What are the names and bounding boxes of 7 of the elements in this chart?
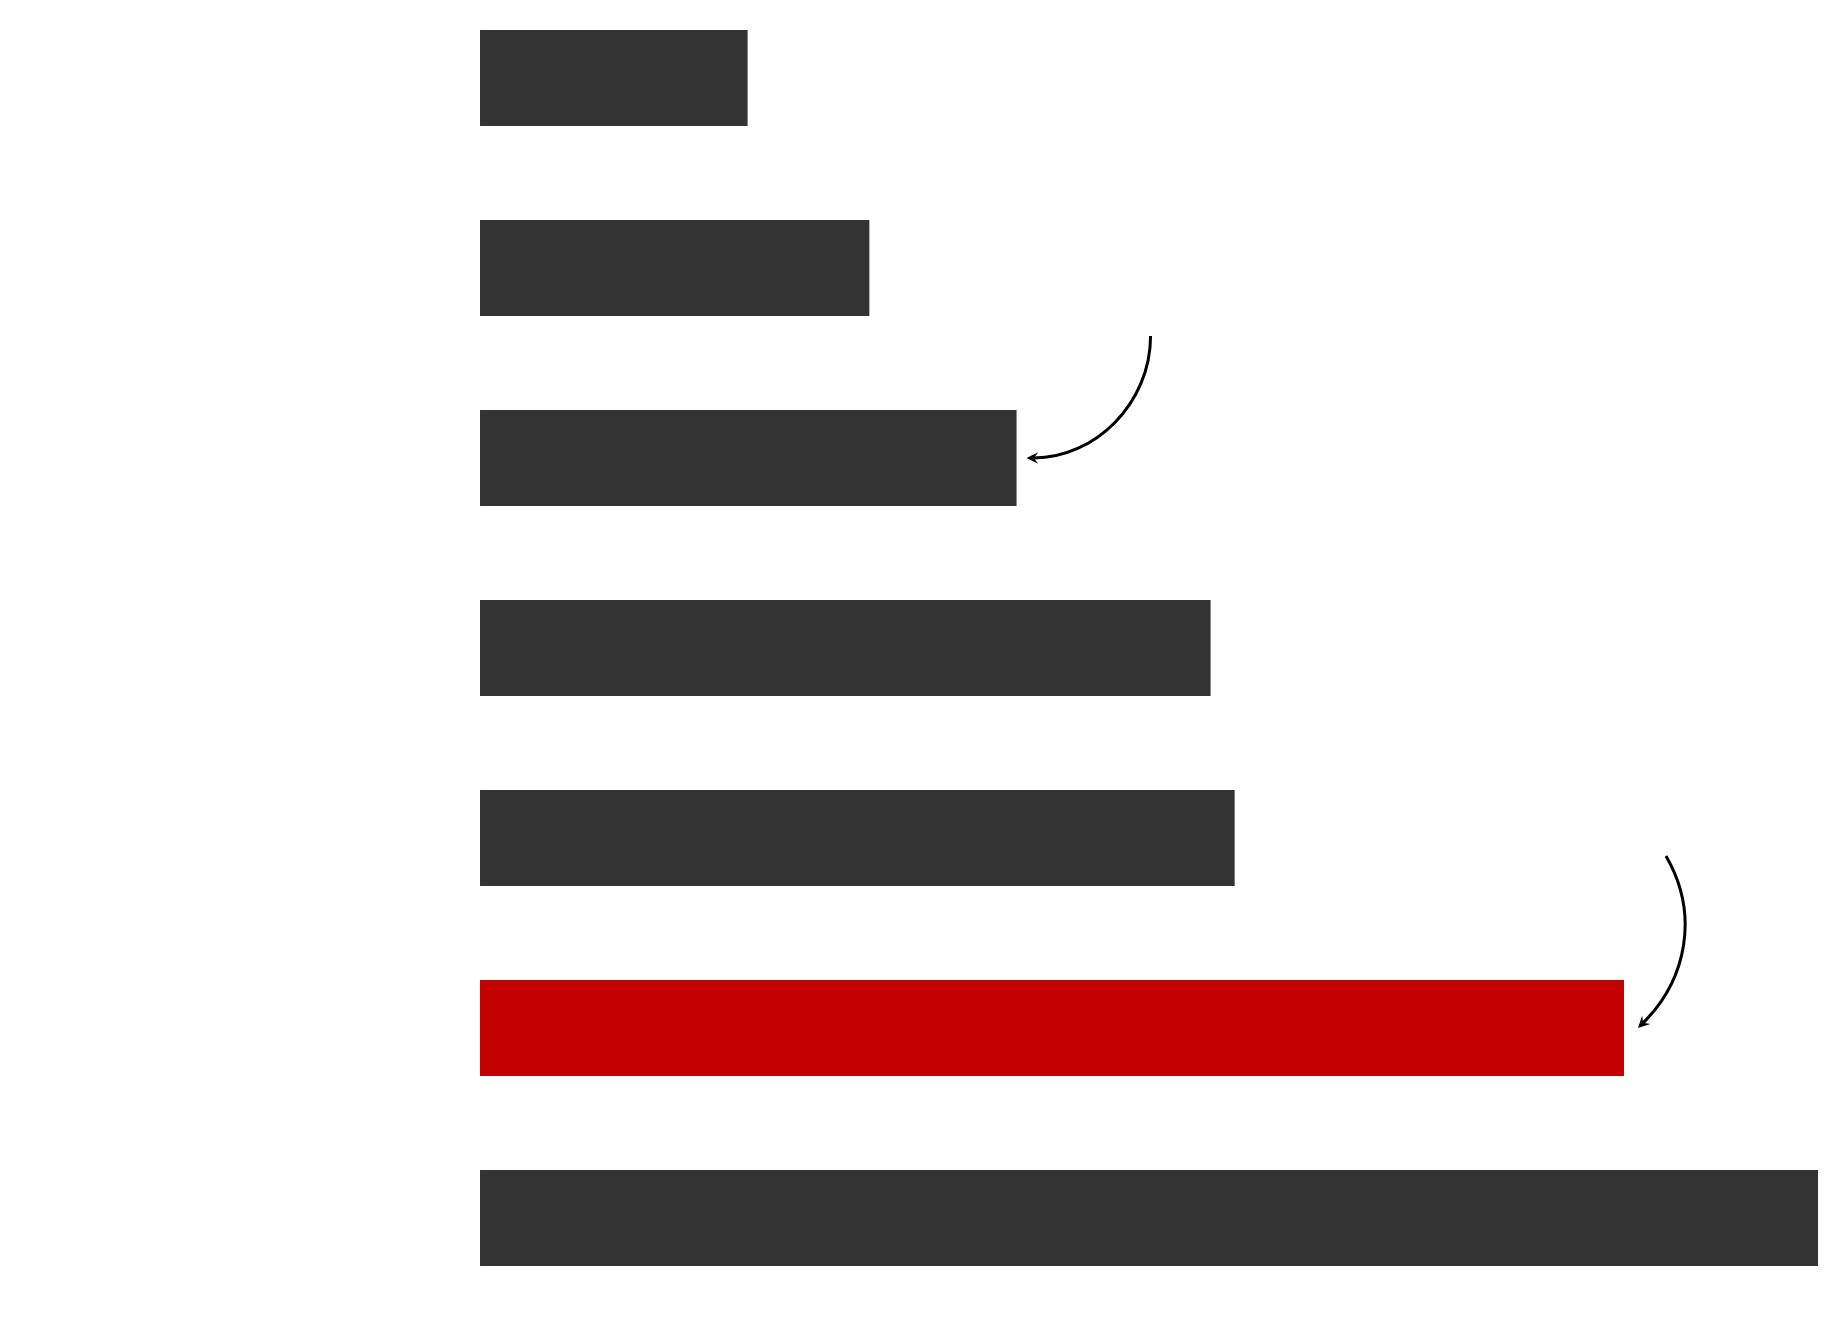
bar bbox=[480, 980, 1625, 1076]
bar bbox=[480, 30, 748, 126]
bar bbox=[480, 220, 870, 316]
bar bbox=[480, 790, 1235, 886]
bar bbox=[480, 600, 1211, 696]
bar bbox=[480, 410, 1017, 506]
bar bbox=[480, 1170, 1819, 1266]
